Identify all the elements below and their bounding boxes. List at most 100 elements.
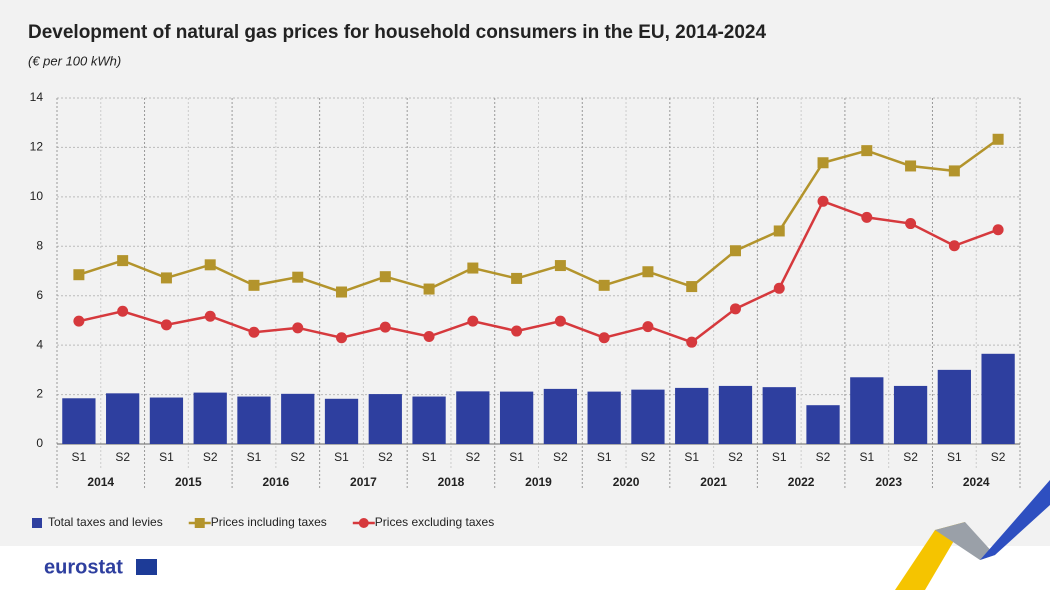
x-tick-label: S2 bbox=[553, 450, 568, 464]
marker bbox=[467, 315, 479, 327]
y-tick-label: 14 bbox=[30, 90, 44, 104]
bar bbox=[981, 353, 1015, 444]
marker bbox=[160, 272, 172, 284]
marker bbox=[554, 315, 566, 327]
marker bbox=[773, 225, 785, 237]
legend-swatch bbox=[194, 518, 205, 528]
bar bbox=[937, 369, 971, 444]
x-group-label: 2017 bbox=[350, 475, 377, 489]
bar bbox=[718, 385, 753, 444]
x-group-label: 2016 bbox=[263, 475, 290, 489]
marker bbox=[423, 330, 435, 342]
x-tick-label: S2 bbox=[465, 450, 480, 464]
x-group-label: 2019 bbox=[525, 475, 552, 489]
x-tick-label: S1 bbox=[247, 450, 262, 464]
marker bbox=[117, 255, 129, 267]
marker bbox=[905, 160, 917, 172]
x-tick-label: S1 bbox=[72, 450, 87, 464]
x-tick-label: S2 bbox=[903, 450, 918, 464]
legend-swatch bbox=[32, 518, 42, 528]
decoration bbox=[895, 522, 965, 590]
x-tick-label: S1 bbox=[859, 450, 874, 464]
marker bbox=[992, 133, 1004, 145]
y-tick-label: 0 bbox=[36, 436, 43, 450]
y-tick-label: 4 bbox=[36, 337, 43, 351]
marker bbox=[642, 266, 654, 278]
x-tick-label: S2 bbox=[728, 450, 743, 464]
marker bbox=[467, 262, 479, 274]
bar bbox=[893, 385, 928, 444]
x-tick-label: S2 bbox=[203, 450, 218, 464]
y-tick-label: 8 bbox=[36, 238, 43, 252]
bar bbox=[631, 389, 665, 444]
x-group-label: 2024 bbox=[963, 475, 990, 489]
marker bbox=[336, 332, 348, 344]
marker bbox=[598, 279, 610, 291]
x-tick-label: S1 bbox=[159, 450, 174, 464]
x-group-label: 2014 bbox=[87, 475, 114, 489]
decoration bbox=[980, 480, 1050, 560]
marker bbox=[204, 310, 216, 322]
marker bbox=[511, 325, 523, 337]
x-tick-label: S2 bbox=[816, 450, 831, 464]
marker bbox=[160, 319, 172, 331]
x-tick-label: S2 bbox=[991, 450, 1006, 464]
bar bbox=[281, 393, 315, 444]
x-tick-label: S1 bbox=[597, 450, 612, 464]
marker bbox=[729, 245, 741, 257]
marker bbox=[861, 145, 873, 157]
marker bbox=[511, 272, 523, 284]
marker bbox=[686, 281, 698, 293]
marker bbox=[948, 240, 960, 252]
eu-flag bbox=[136, 559, 157, 575]
y-tick-label: 6 bbox=[36, 288, 43, 302]
x-tick-label: S1 bbox=[947, 450, 962, 464]
x-group-label: 2021 bbox=[700, 475, 727, 489]
bar bbox=[850, 377, 884, 444]
marker bbox=[554, 260, 566, 272]
logo: eurostat bbox=[44, 556, 123, 578]
x-group-label: 2015 bbox=[175, 475, 202, 489]
marker bbox=[773, 282, 785, 294]
line bbox=[78, 199, 999, 344]
x-group-label: 2018 bbox=[438, 475, 465, 489]
marker bbox=[73, 315, 85, 327]
x-tick-label: S1 bbox=[422, 450, 437, 464]
marker bbox=[292, 322, 304, 334]
chart-title: Development of natural gas prices for ho… bbox=[28, 22, 766, 43]
x-tick-label: S2 bbox=[641, 450, 656, 464]
bar bbox=[587, 391, 621, 444]
marker bbox=[379, 321, 391, 333]
x-group-label: 2023 bbox=[875, 475, 902, 489]
marker bbox=[992, 224, 1004, 236]
bar bbox=[237, 396, 271, 444]
marker bbox=[642, 321, 654, 333]
bar bbox=[412, 396, 446, 444]
bar bbox=[675, 387, 709, 444]
x-tick-label: S1 bbox=[772, 450, 787, 464]
bar bbox=[762, 387, 796, 444]
marker bbox=[73, 269, 85, 281]
x-tick-label: S1 bbox=[509, 450, 524, 464]
x-tick-label: S2 bbox=[290, 450, 305, 464]
marker bbox=[204, 259, 216, 271]
bar bbox=[324, 398, 359, 444]
bar bbox=[193, 392, 227, 444]
x-tick-label: S2 bbox=[378, 450, 393, 464]
marker bbox=[248, 326, 260, 338]
marker bbox=[598, 332, 610, 344]
y-tick-label: 2 bbox=[36, 387, 43, 401]
legend-label: Total taxes and levies bbox=[48, 515, 163, 529]
bar bbox=[543, 388, 578, 444]
x-tick-label: S1 bbox=[684, 450, 699, 464]
chart-subtitle: (€ per 100 kWh) bbox=[28, 53, 121, 68]
decoration bbox=[935, 522, 995, 560]
bar bbox=[368, 394, 402, 444]
marker bbox=[379, 271, 391, 283]
marker bbox=[423, 283, 435, 295]
y-tick-label: 12 bbox=[30, 140, 44, 154]
bar bbox=[149, 397, 184, 444]
marker bbox=[861, 211, 873, 223]
marker bbox=[817, 195, 829, 207]
